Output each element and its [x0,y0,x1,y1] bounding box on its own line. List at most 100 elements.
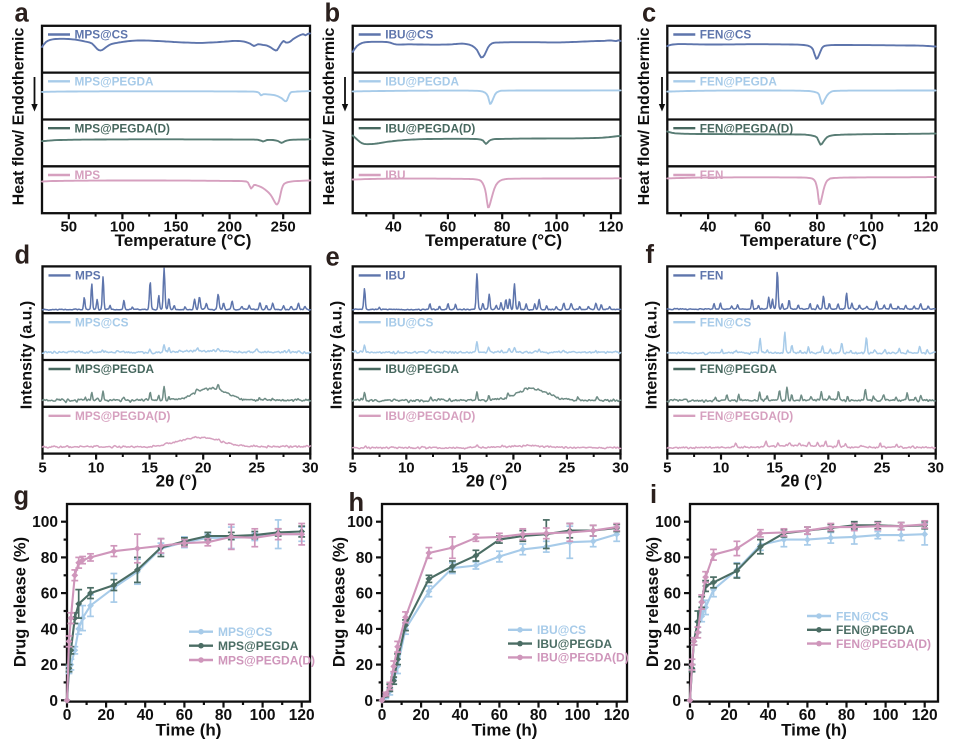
svg-text:40: 40 [664,621,681,638]
svg-text:2θ (°): 2θ (°) [466,472,508,491]
svg-text:80: 80 [530,707,547,724]
svg-text:0: 0 [672,693,681,710]
svg-text:60: 60 [491,707,508,724]
svg-text:100: 100 [347,514,373,531]
svg-text:120: 120 [604,707,630,724]
svg-text:0: 0 [63,707,72,724]
svg-text:FEN@CS: FEN@CS [836,609,888,623]
svg-text:Drug release (%): Drug release (%) [331,537,349,667]
svg-text:FEN@CS: FEN@CS [700,315,752,329]
svg-text:5: 5 [349,460,357,477]
svg-text:Temperature (°C): Temperature (°C) [115,231,252,250]
svg-text:g: g [14,483,30,511]
svg-text:Time (h): Time (h) [472,721,538,740]
svg-text:Heat flow/ Endothermic: Heat flow/ Endothermic [321,28,338,206]
svg-text:25: 25 [874,460,891,477]
svg-text:120: 120 [289,707,315,724]
svg-text:i: i [650,481,657,509]
svg-text:15: 15 [766,460,783,477]
svg-text:IBU@CS: IBU@CS [537,623,586,637]
svg-text:Heat flow/ Endothermic: Heat flow/ Endothermic [636,28,653,206]
svg-text:Intensity (a.u.): Intensity (a.u.) [329,301,346,409]
svg-text:FEN: FEN [700,269,724,283]
svg-text:80: 80 [664,550,681,567]
svg-text:FEN: FEN [700,168,724,182]
svg-text:60: 60 [176,707,193,724]
svg-text:Drug release (%): Drug release (%) [12,537,30,667]
svg-text:Time (h): Time (h) [781,721,847,740]
svg-text:0: 0 [378,707,387,724]
svg-text:f: f [646,241,655,269]
svg-text:Intensity (a.u.): Intensity (a.u.) [643,301,660,409]
svg-text:80: 80 [838,707,855,724]
svg-text:IBU@PEGDA(D): IBU@PEGDA(D) [537,651,629,665]
svg-text:20: 20 [505,460,522,477]
svg-text:IBU: IBU [385,269,405,283]
svg-text:100: 100 [859,219,884,236]
svg-text:FEN@PEGDA(D): FEN@PEGDA(D) [700,121,793,135]
svg-text:2θ (°): 2θ (°) [156,472,198,491]
svg-text:80: 80 [356,550,373,567]
svg-text:100: 100 [250,707,276,724]
svg-text:20: 20 [41,657,58,674]
svg-text:80: 80 [494,219,511,236]
svg-text:100: 100 [655,514,681,531]
svg-text:40: 40 [760,707,777,724]
svg-text:10: 10 [713,460,730,477]
svg-text:h: h [349,489,365,517]
svg-text:MPS@PEGDA(D): MPS@PEGDA(D) [75,409,170,423]
svg-text:120: 120 [913,219,938,236]
svg-text:100: 100 [873,707,899,724]
svg-text:0: 0 [686,707,695,724]
svg-text:a: a [15,0,30,28]
svg-text:40: 40 [356,621,373,638]
svg-text:5: 5 [663,460,671,477]
svg-text:20: 20 [195,460,212,477]
svg-text:60: 60 [41,586,58,603]
svg-text:60: 60 [664,586,681,603]
svg-text:FEN@PEGDA: FEN@PEGDA [700,75,778,89]
svg-text:FEN@PEGDA(D): FEN@PEGDA(D) [836,637,931,651]
svg-text:Temperature (°C): Temperature (°C) [740,231,877,250]
svg-text:250: 250 [271,219,296,236]
svg-text:20: 20 [97,707,114,724]
svg-text:MPS@CS: MPS@CS [75,28,129,42]
svg-text:20: 20 [720,707,737,724]
svg-text:20: 20 [412,707,429,724]
svg-text:50: 50 [60,219,77,236]
svg-text:100: 100 [565,707,591,724]
svg-text:MPS@PEGDA: MPS@PEGDA [218,639,299,653]
svg-text:30: 30 [612,460,629,477]
svg-text:5: 5 [38,460,46,477]
svg-text:Drug release (%): Drug release (%) [644,537,662,667]
svg-text:IBU@CS: IBU@CS [385,28,433,42]
svg-text:40: 40 [385,219,402,236]
svg-text:100: 100 [544,219,569,236]
svg-text:10: 10 [88,460,105,477]
svg-text:25: 25 [248,460,265,477]
svg-text:60: 60 [356,586,373,603]
svg-text:60: 60 [799,707,816,724]
svg-text:IBU@PEGDA: IBU@PEGDA [537,637,612,651]
svg-text:MPS@PEGDA: MPS@PEGDA [75,75,154,89]
svg-text:40: 40 [452,707,469,724]
svg-text:30: 30 [927,460,944,477]
svg-text:d: d [15,242,31,270]
svg-text:40: 40 [41,621,58,638]
svg-text:MPS@PEGDA(D): MPS@PEGDA(D) [75,121,170,135]
svg-text:20: 20 [356,657,373,674]
svg-text:200: 200 [217,219,242,236]
svg-text:Temperature (°C): Temperature (°C) [425,231,562,250]
svg-text:IBU@CS: IBU@CS [385,315,433,329]
svg-text:MPS@CS: MPS@CS [75,315,129,329]
svg-text:Intensity (a.u.): Intensity (a.u.) [19,301,36,409]
svg-text:IBU@PEGDA(D): IBU@PEGDA(D) [385,409,475,423]
svg-text:0: 0 [364,693,373,710]
svg-text:120: 120 [912,707,938,724]
svg-text:Heat flow/ Endothermic: Heat flow/ Endothermic [11,28,28,206]
svg-text:MPS@CS: MPS@CS [218,625,272,639]
svg-text:2θ (°): 2θ (°) [781,472,823,491]
svg-text:10: 10 [398,460,415,477]
svg-text:0: 0 [49,693,58,710]
svg-text:100: 100 [32,514,58,531]
